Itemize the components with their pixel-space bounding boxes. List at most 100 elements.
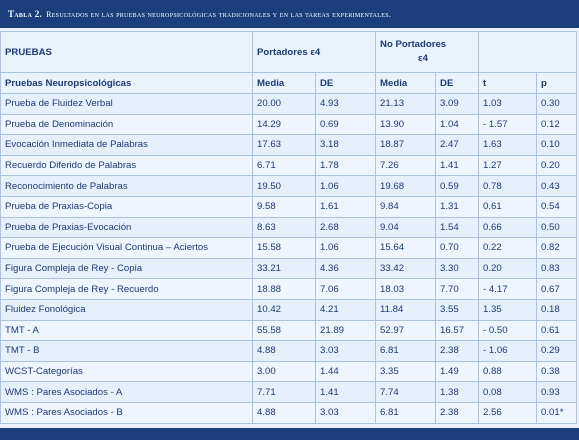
cell-de-no-portadores: 1.54 [435,216,480,239]
subheader-media-1: Media [252,72,316,94]
cell-de-no-portadores: 1.31 [435,195,480,218]
cell-media-no-portadores: 15.64 [375,237,437,259]
cell-t-value: 0.66 [478,216,538,239]
cell-media-no-portadores: 19.68 [375,175,437,197]
cell-de-portadores: 1.06 [314,175,377,197]
subheader-neuro: Pruebas Neuropsicológicas [0,72,253,94]
subheader-de-2: DE [435,72,480,94]
cell-p-value: 0.82 [536,237,578,259]
table-bottom-bar [0,428,579,440]
header-empty [478,31,578,73]
cell-test-name: WMS : Pares Asociados - A [0,381,253,403]
cell-de-no-portadores: 1.49 [435,360,480,383]
cell-t-value: 2.56 [478,401,538,424]
cell-media-portadores: 18.88 [252,278,316,300]
cell-de-no-portadores: 3.09 [435,93,480,115]
cell-media-portadores: 6.71 [252,154,316,177]
cell-p-value: 0.12 [536,113,578,136]
cell-de-no-portadores: 1.41 [435,154,480,177]
results-table: PRUEBAS Portadores ε4 No Portadores ε4 P… [0,31,578,424]
header-row: PRUEBAS Portadores ε4 No Portadores ε4 [0,31,578,73]
cell-media-no-portadores: 18.87 [375,134,437,156]
cell-de-portadores: 1.44 [314,360,377,383]
table-row: TMT - B 4.88 3.03 6.81 2.38- 1.06 0.29 [0,340,578,362]
cell-media-portadores: 8.63 [252,216,316,239]
cell-de-portadores: 1.41 [314,381,377,403]
table-title-label: Tabla 2. [8,9,43,19]
cell-media-portadores: 17.63 [252,134,316,156]
cell-media-no-portadores: 9.04 [375,216,437,239]
cell-media-no-portadores: 9.84 [375,195,437,218]
cell-media-portadores: 14.29 [252,113,316,136]
cell-de-no-portadores: 1.04 [435,113,480,136]
cell-de-no-portadores: 2.47 [435,134,480,156]
cell-de-portadores: 4.93 [314,93,377,115]
cell-test-name: Prueba de Praxias-Evocación [0,216,253,239]
cell-de-no-portadores: 3.30 [435,257,480,280]
cell-media-no-portadores: 6.81 [375,401,437,424]
cell-t-value: 0.20 [478,257,538,280]
header-pruebas: PRUEBAS [0,31,253,73]
cell-de-no-portadores: 16.57 [435,319,480,342]
cell-de-portadores: 4.21 [314,298,377,321]
cell-test-name: TMT - A [0,319,253,342]
header-no-portadores-line2: ε4 [418,53,428,64]
cell-de-portadores: 1.61 [314,195,377,218]
cell-t-value: 1.35 [478,298,538,321]
cell-test-name: TMT - B [0,340,253,362]
cell-de-no-portadores: 0.59 [435,175,480,197]
cell-p-value: 0.50 [536,216,578,239]
subheader-de-1: DE [314,72,377,94]
cell-p-value: 0.67 [536,278,578,300]
header-portadores: Portadores ε4 [251,31,377,73]
cell-t-value: 0.08 [478,381,538,403]
cell-p-value: 0.29 [536,340,578,362]
cell-media-no-portadores: 52.97 [375,319,437,342]
subheader-row: Pruebas Neuropsicológicas Media DE Media… [0,72,578,94]
cell-media-portadores: 19.50 [252,175,316,197]
table-row: Prueba de Praxias-Evocación 8.63 2.68 9.04 1… [0,216,578,239]
cell-media-portadores: 4.88 [252,340,316,362]
table-row: Prueba de Fluidez Verbal 20.00 4.93 21.13 3.… [0,93,578,115]
subheader-t: t [478,72,538,94]
cell-test-name: Prueba de Praxias-Copia [0,195,253,218]
cell-p-value: 0.43 [536,175,578,197]
cell-de-no-portadores: 7.70 [435,278,480,300]
table-row: Figura Compleja de Rey - Copia 33.21 4.36 3… [0,257,578,280]
cell-test-name: Prueba de Fluidez Verbal [0,93,253,115]
cell-test-name: Fluidez Fonológica [0,298,253,321]
cell-p-value: 0.83 [536,257,578,280]
cell-test-name: Figura Compleja de Rey - Recuerdo [0,278,253,300]
table-title-text: Resultados en las pruebas neuropsicológi… [46,9,392,19]
cell-de-portadores: 3.18 [314,134,377,156]
cell-t-value: - 1.57 [478,113,538,136]
cell-media-no-portadores: 11.84 [375,298,437,321]
subheader-p: p [536,72,578,94]
cell-t-value: 0.22 [478,237,538,259]
cell-test-name: WMS : Pares Asociados - B [0,401,253,424]
cell-t-value: - 0.50 [478,319,538,342]
cell-de-portadores: 1.06 [314,237,377,259]
cell-t-value: 1.63 [478,134,538,156]
cell-t-value: 1.03 [478,93,538,115]
table-row: Fluidez Fonológica 10.42 4.21 11.84 3.55 1.35… [0,298,578,321]
cell-media-portadores: 10.42 [252,298,316,321]
cell-test-name: Figura Compleja de Rey - Copia [0,257,253,280]
cell-media-portadores: 4.88 [252,401,316,424]
cell-p-value: 0.61 [536,319,578,342]
table-row: Figura Compleja de Rey - Recuerdo 18.88 7.… [0,278,578,300]
table-row: Evocación Inmediata de Palabras 17.63 3.18… [0,134,578,156]
cell-de-no-portadores: 0.70 [435,237,480,259]
cell-media-no-portadores: 6.81 [375,340,437,362]
table-row: WMS : Pares Asociados - A 7.71 1.41 7.74 1.3… [0,381,578,403]
cell-media-portadores: 3.00 [252,360,316,383]
cell-media-no-portadores: 21.13 [375,93,437,115]
cell-de-portadores: 1.78 [314,154,377,177]
cell-p-value: 0.30 [536,93,578,115]
cell-de-portadores: 3.03 [314,340,377,362]
table-row: WMS : Pares Asociados - B 4.88 3.03 6.81 2.3… [0,401,578,424]
cell-test-name: Evocación Inmediata de Palabras [0,134,253,156]
cell-test-name: Reconocimiento de Palabras [0,175,253,197]
cell-test-name: Recuerdo Diferido de Palabras [0,154,253,177]
table-row: Reconocimiento de Palabras 19.50 1.06 19.68… [0,175,578,197]
